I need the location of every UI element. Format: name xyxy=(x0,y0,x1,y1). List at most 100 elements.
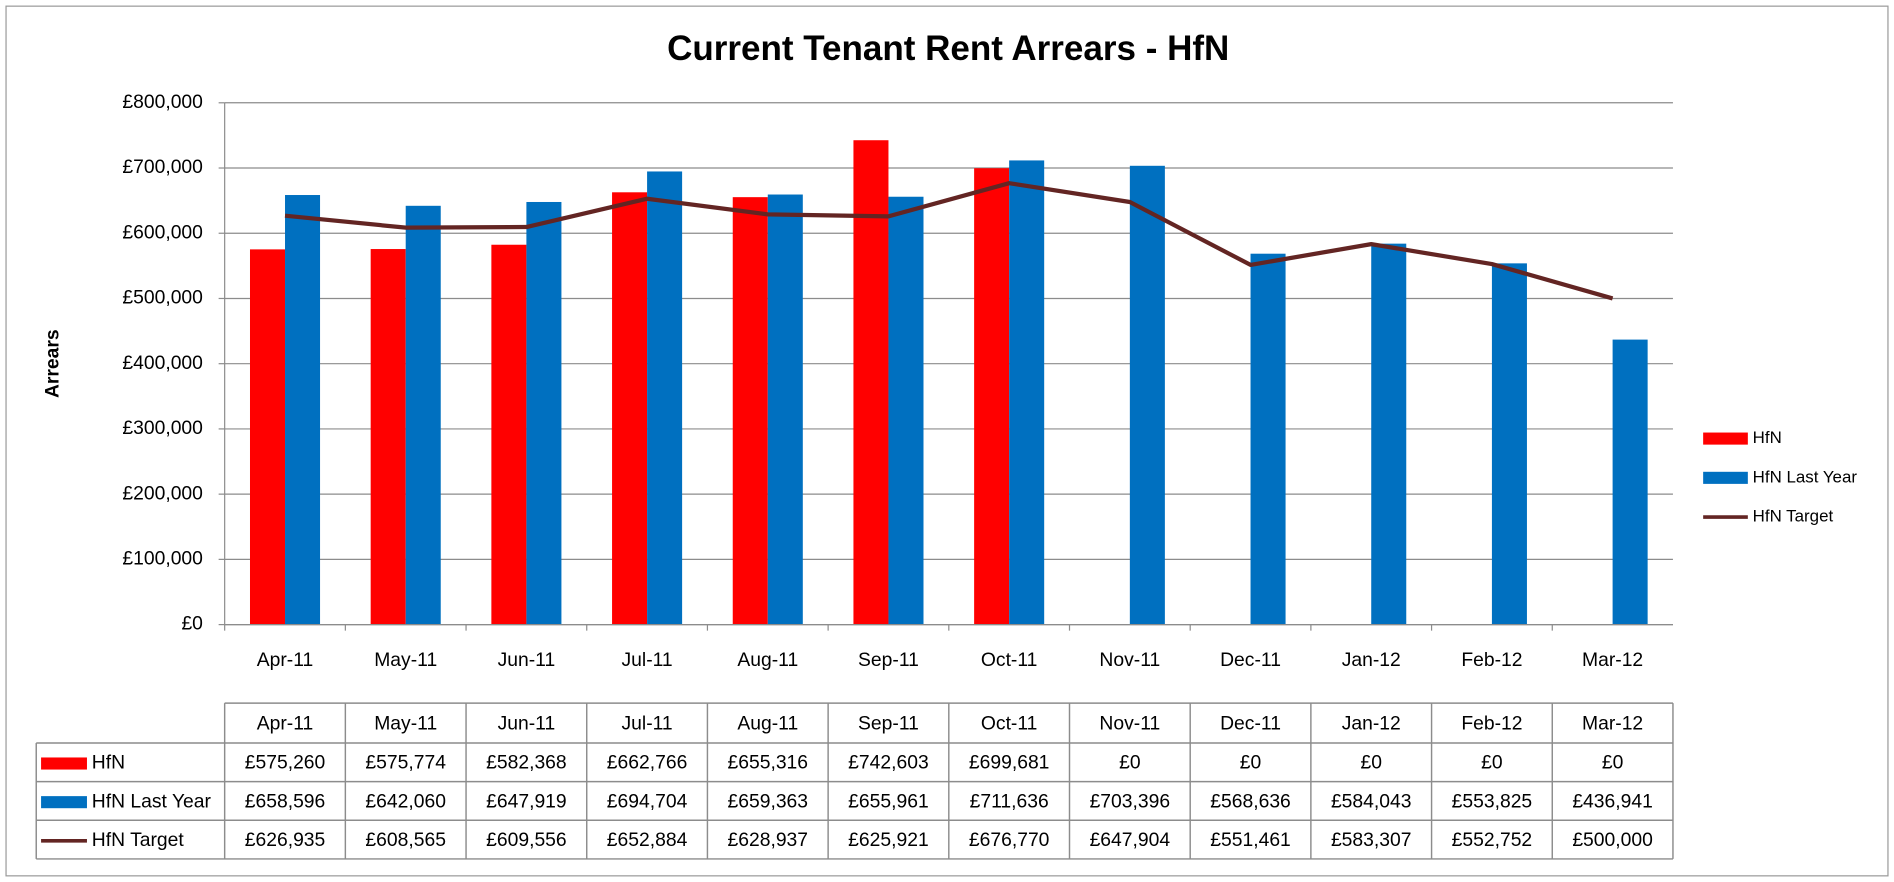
x-tick-label: Nov-11 xyxy=(1099,650,1160,671)
y-tick-label: £300,000 xyxy=(122,418,203,439)
x-tick-label: Oct-11 xyxy=(981,650,1038,671)
table-cell: £676,770 xyxy=(969,830,1050,851)
table-header: Nov-11 xyxy=(1099,713,1160,734)
y-tick-label: £600,000 xyxy=(122,222,203,243)
table-cell: £436,941 xyxy=(1572,791,1653,812)
x-tick-label: Dec-11 xyxy=(1220,650,1281,671)
table-header: Jul-11 xyxy=(622,713,673,734)
table-header: Jun-11 xyxy=(498,713,556,734)
table-header: Apr-11 xyxy=(257,713,314,734)
bar xyxy=(974,168,1010,625)
legend-label: HfN xyxy=(1753,428,1782,447)
table-cell: £583,307 xyxy=(1331,830,1412,851)
bar xyxy=(888,196,924,625)
table-cell: £582,368 xyxy=(486,753,567,774)
table-cell: £552,752 xyxy=(1452,830,1533,851)
table-header: Jan-12 xyxy=(1342,713,1401,734)
legend-swatch xyxy=(1703,432,1748,445)
y-tick-label: £800,000 xyxy=(122,92,203,113)
bar xyxy=(767,194,803,625)
bar xyxy=(405,205,441,625)
bar xyxy=(526,201,562,625)
table-cell: £694,704 xyxy=(607,791,688,812)
y-tick-label: £400,000 xyxy=(122,353,203,374)
bar xyxy=(1009,160,1045,625)
x-tick-label: Jul-11 xyxy=(622,650,673,671)
bar xyxy=(1129,165,1165,625)
bar xyxy=(1491,263,1527,625)
table-cell: £658,596 xyxy=(245,791,326,812)
table-cell: £551,461 xyxy=(1210,830,1291,851)
table-cell: £659,363 xyxy=(727,791,808,812)
line-series xyxy=(284,181,1614,301)
table-header: Oct-11 xyxy=(981,713,1038,734)
table-header: Mar-12 xyxy=(1582,713,1643,734)
bar xyxy=(491,244,527,625)
y-tick-label: £700,000 xyxy=(122,157,203,178)
table-row-label: HfN xyxy=(92,753,125,774)
table-cell: £642,060 xyxy=(365,791,446,812)
bar xyxy=(1250,253,1286,625)
x-tick-label: Apr-11 xyxy=(257,650,314,671)
bar xyxy=(249,249,286,625)
table-cell: £0 xyxy=(1360,753,1381,774)
bar xyxy=(1371,243,1407,625)
bar xyxy=(1612,339,1648,625)
x-tick-label: Sep-11 xyxy=(858,650,919,671)
table-cell: £711,636 xyxy=(970,791,1049,812)
legend-label: HfN Target xyxy=(1753,507,1834,526)
bar xyxy=(612,192,648,625)
table-cell: £662,766 xyxy=(607,753,688,774)
legend-swatch xyxy=(1703,471,1748,484)
table-cell: £0 xyxy=(1240,753,1261,774)
y-axis-title: Arrears xyxy=(42,329,63,398)
table-cell: £608,565 xyxy=(365,830,446,851)
table-cell: £625,921 xyxy=(848,830,929,851)
table-cell: £652,884 xyxy=(607,830,688,851)
table-cell: £568,636 xyxy=(1210,791,1291,812)
table-cell: £500,000 xyxy=(1572,830,1653,851)
table-legend-swatch xyxy=(41,757,87,770)
x-tick-label: Aug-11 xyxy=(737,650,798,671)
table-cell: £584,043 xyxy=(1331,791,1412,812)
table-header: Aug-11 xyxy=(737,713,798,734)
table-cell: £647,919 xyxy=(486,791,567,812)
table-cell: £628,937 xyxy=(727,830,808,851)
bar xyxy=(732,197,768,625)
table-cell: £553,825 xyxy=(1452,791,1533,812)
table-header: Feb-12 xyxy=(1461,713,1522,734)
table-cell: £742,603 xyxy=(848,753,929,774)
table-header: Sep-11 xyxy=(858,713,919,734)
table-legend-swatch xyxy=(41,796,87,809)
table-header: Dec-11 xyxy=(1220,713,1281,734)
x-tick-label: Mar-12 xyxy=(1582,650,1643,671)
table-cell: £0 xyxy=(1119,753,1140,774)
y-tick-label: £500,000 xyxy=(122,288,203,309)
table-cell: £0 xyxy=(1481,753,1502,774)
table-cell: £609,556 xyxy=(486,830,567,851)
x-tick-label: May-11 xyxy=(374,650,437,671)
bar xyxy=(853,140,889,625)
table-cell: £655,961 xyxy=(848,791,929,812)
y-tick-label: £200,000 xyxy=(122,483,203,504)
table-cell: £647,904 xyxy=(1090,830,1171,851)
legend-label: HfN Last Year xyxy=(1753,467,1858,486)
bar xyxy=(370,249,406,625)
table-cell: £703,396 xyxy=(1090,791,1171,812)
bar xyxy=(647,171,683,625)
table-row-label: HfN Target xyxy=(92,830,185,851)
x-tick-label: Feb-12 xyxy=(1461,650,1522,671)
y-tick-label: £0 xyxy=(181,614,202,635)
table-cell: £626,935 xyxy=(245,830,326,851)
table-cell: £575,774 xyxy=(365,753,446,774)
x-tick-label: Jan-12 xyxy=(1342,650,1401,671)
y-tick-label: £100,000 xyxy=(122,548,203,569)
chart-title: Current Tenant Rent Arrears - HfN xyxy=(667,29,1229,68)
bar xyxy=(285,195,321,625)
table-row-label: HfN Last Year xyxy=(92,791,212,812)
table-cell: £575,260 xyxy=(245,753,326,774)
x-tick-label: Jun-11 xyxy=(498,650,556,671)
table-header: May-11 xyxy=(374,713,437,734)
table-cell: £699,681 xyxy=(969,753,1050,774)
